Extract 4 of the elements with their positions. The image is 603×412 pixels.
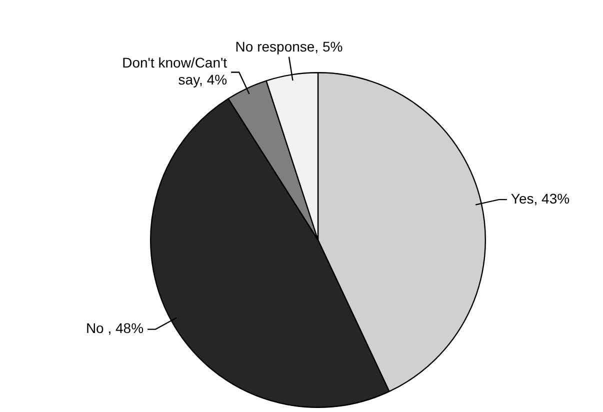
slice-label: No , 48% (86, 320, 144, 336)
slice-label: No response, 5% (235, 38, 343, 55)
slice-label: Don't know/Can't say, 4% (122, 54, 228, 88)
slice-label: Yes, 43% (510, 190, 570, 206)
